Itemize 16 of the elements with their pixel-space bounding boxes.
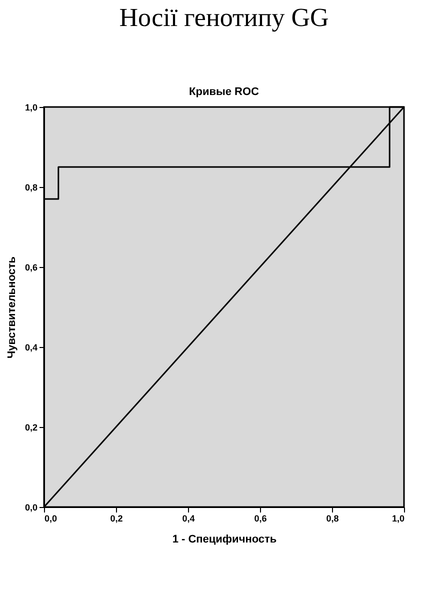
- x-axis-title: 1 - Специфичность: [172, 534, 277, 546]
- x-tick-label: 1,0: [392, 514, 404, 524]
- chart-title: Носії генотипу GG: [119, 3, 329, 32]
- x-tick-label: 0,4: [182, 514, 195, 524]
- y-tick-label: 1,0: [24, 102, 38, 112]
- y-tick-label: 0,6: [24, 262, 38, 272]
- y-tick-label: 0,8: [24, 182, 38, 192]
- y-tick-label: 0,0: [24, 502, 38, 512]
- x-tick-label: 0,0: [44, 514, 58, 524]
- x-tick-label: 0,8: [326, 514, 339, 524]
- x-tick-label: 0,6: [254, 514, 267, 524]
- chart-subtitle: Кривые ROC: [189, 86, 260, 98]
- y-tick-label: 0,2: [24, 422, 38, 432]
- x-tick-label: 0,2: [110, 514, 123, 524]
- y-axis-title: Чувствительность: [6, 256, 18, 359]
- y-tick-label: 0,4: [24, 342, 38, 352]
